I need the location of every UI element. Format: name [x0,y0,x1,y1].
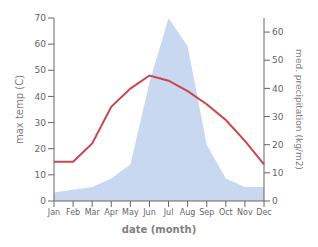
svg-text:Jul: Jul [163,208,174,217]
svg-text:30: 30 [35,118,47,128]
svg-text:Sep: Sep [199,208,214,217]
svg-text:30: 30 [272,112,284,122]
svg-text:60: 60 [35,39,47,49]
svg-text:0: 0 [40,196,46,206]
svg-text:10: 10 [272,168,284,178]
svg-text:50: 50 [35,65,47,75]
svg-text:max temp (C): max temp (C) [14,75,25,144]
svg-text:Jan: Jan [47,208,60,217]
svg-text:Feb: Feb [66,208,80,217]
svg-text:10: 10 [35,170,47,180]
svg-text:0: 0 [272,196,278,206]
svg-text:50: 50 [272,55,284,65]
svg-text:Oct: Oct [219,208,233,217]
svg-text:Dec: Dec [256,208,271,217]
svg-text:Jun: Jun [142,208,156,217]
svg-text:date (month): date (month) [122,224,196,235]
svg-text:Aug: Aug [180,208,196,217]
svg-text:40: 40 [272,84,284,94]
svg-text:Mar: Mar [85,208,101,217]
svg-text:40: 40 [35,92,47,102]
svg-text:70: 70 [35,13,47,23]
svg-text:20: 20 [272,140,284,150]
svg-text:Apr: Apr [104,208,119,217]
svg-text:med. precipitation (kg/m2): med. precipitation (kg/m2) [294,49,304,170]
svg-text:Nov: Nov [237,208,253,217]
svg-text:20: 20 [35,144,47,154]
svg-text:60: 60 [272,27,284,37]
svg-text:May: May [122,208,139,217]
